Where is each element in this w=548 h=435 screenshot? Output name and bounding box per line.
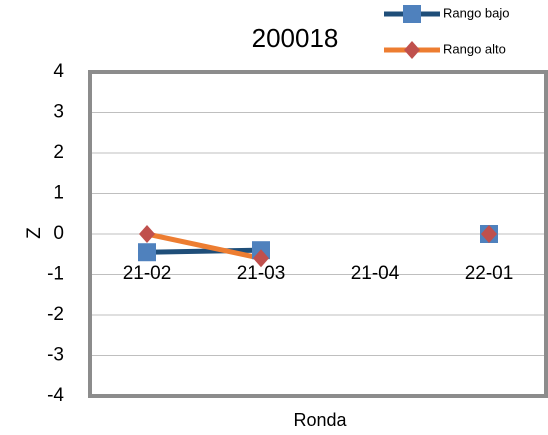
y-tick-label: 4 [53, 61, 64, 82]
y-tick-label: -1 [47, 264, 64, 285]
x-tick-label: 22-01 [465, 263, 514, 284]
legend-label: Rango bajo [443, 5, 510, 20]
y-tick-label: 3 [53, 102, 64, 123]
x-axis-label: Ronda [293, 410, 347, 430]
marker [253, 249, 269, 268]
y-tick-label: -4 [47, 385, 64, 406]
y-axis-label: Z [24, 227, 45, 239]
x-tick-label: 21-04 [351, 263, 400, 284]
marker [403, 5, 421, 23]
y-tick-label: 1 [53, 183, 64, 204]
y-tick-label: 2 [53, 142, 64, 163]
plot-border [88, 70, 548, 398]
marker [138, 243, 156, 262]
marker [139, 225, 155, 243]
marker [404, 41, 420, 59]
marker [481, 225, 497, 243]
legend-label: Rango alto [443, 41, 506, 56]
y-tick-label: -2 [47, 304, 64, 325]
chart-title: 200018 [252, 23, 339, 53]
x-tick-label: 21-03 [237, 263, 286, 284]
y-tick-label: 0 [53, 223, 64, 244]
x-tick-label: 21-02 [123, 263, 172, 284]
y-tick-label: -3 [47, 345, 64, 366]
